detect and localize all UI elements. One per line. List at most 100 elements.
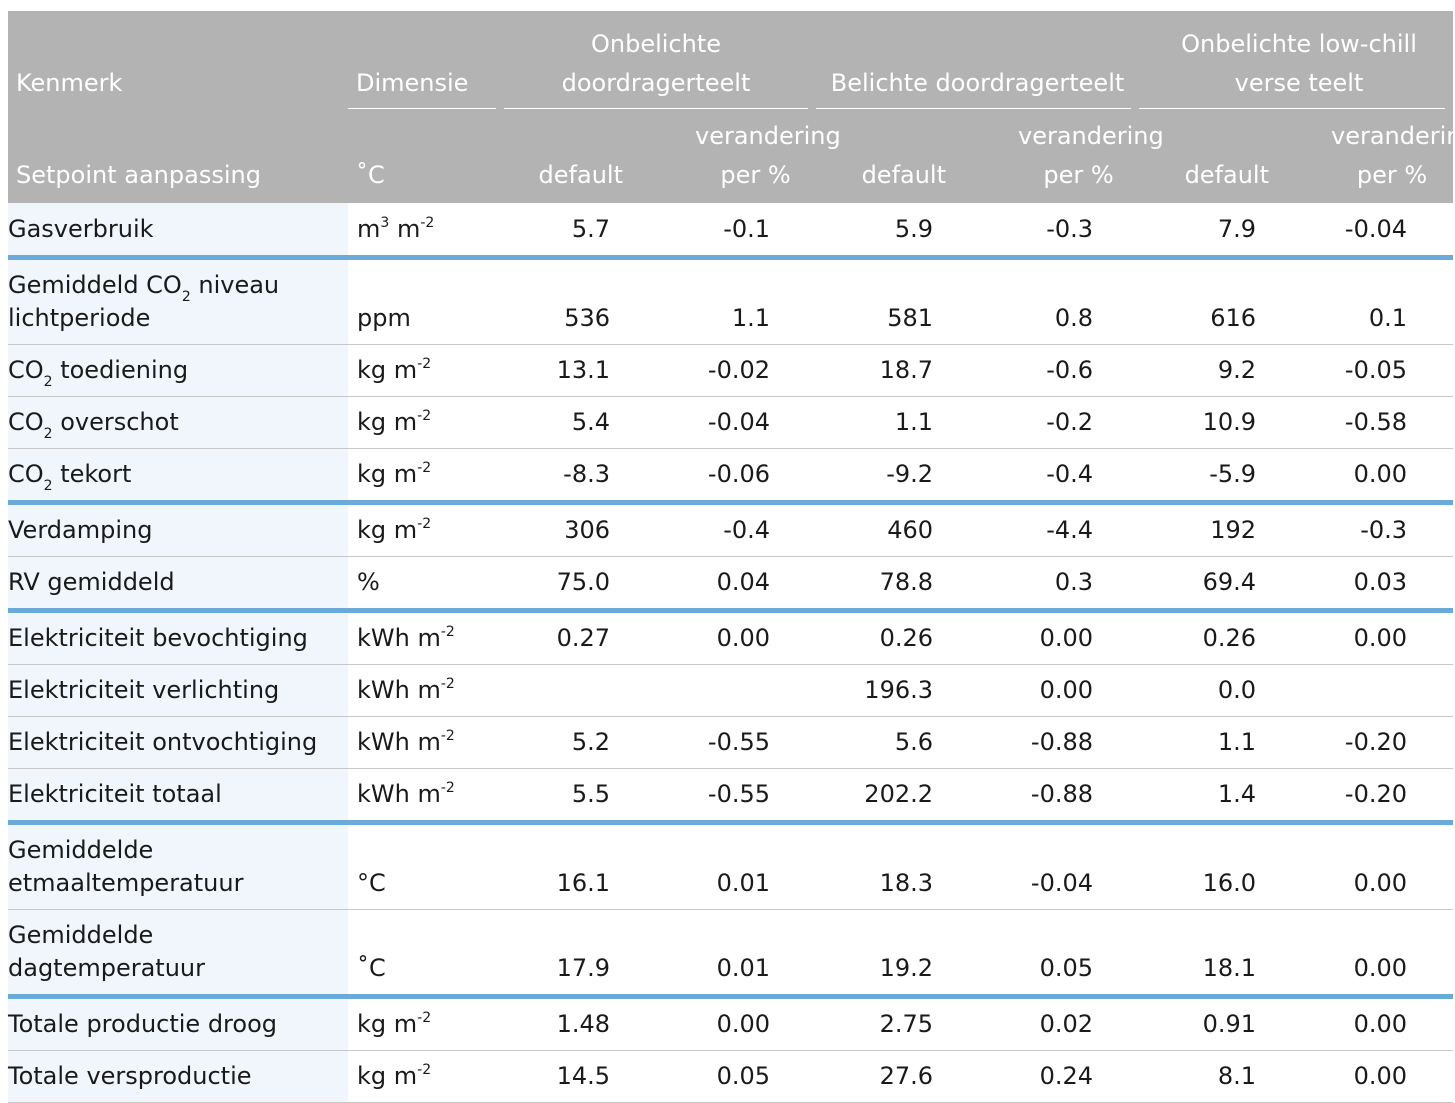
row-label: CO2 overschot bbox=[8, 396, 348, 449]
row-label: Gemiddelde dagtemperatuur bbox=[8, 909, 348, 999]
cell-change-3: 0.00 bbox=[1301, 610, 1454, 665]
cell-default-3: 7.9 bbox=[1139, 203, 1302, 260]
cell-change-2: -0.2 bbox=[978, 396, 1140, 449]
row-label: Verdamping bbox=[8, 502, 348, 557]
header-group-low-chill-verse-teelt: Onbelichte low-chill verse teelt bbox=[1139, 11, 1454, 109]
cell-default-3: 1.4 bbox=[1139, 768, 1302, 825]
cell-default-1: 5.7 bbox=[504, 203, 655, 260]
cell-change-3: 0.00 bbox=[1301, 996, 1454, 1051]
table-row: Elektriciteit totaal kWh m-2 5.5 -0.55 202.2… bbox=[8, 768, 1454, 825]
row-label: Elektriciteit bevochtiging bbox=[8, 610, 348, 665]
cell-change-3 bbox=[1301, 664, 1454, 717]
cell-change-1: -0.02 bbox=[655, 344, 817, 397]
header-change-2: verandering per % bbox=[978, 109, 1164, 203]
cell-change-1: 0.00 bbox=[655, 996, 817, 1051]
table-row: Totale productie droog kg m-2 1.48 0.00 2.75… bbox=[8, 996, 1454, 1051]
row-unit: % bbox=[348, 556, 504, 613]
table-row: Gasverbruik m3 m-2 5.7 -0.1 5.9 -0.3 7.9 -0.04 bbox=[8, 203, 1454, 260]
row-label: CO2 tekort bbox=[8, 448, 348, 505]
table-row: Gemiddelde etmaaltemperatuur °C 16.1 0.01 18… bbox=[8, 822, 1454, 910]
cell-change-1: 1.1 bbox=[655, 257, 817, 345]
row-unit: kg m-2 bbox=[348, 996, 504, 1051]
row-label: Elektriciteit totaal bbox=[8, 768, 348, 825]
row-label: Gasverbruik bbox=[8, 203, 348, 260]
cell-change-1: 0.00 bbox=[655, 610, 817, 665]
table-row: Verdamping kg m-2 306 -0.4 460 -4.4 192 -0.3 bbox=[8, 502, 1454, 557]
header-setpoint: Setpoint aanpassing bbox=[8, 109, 348, 203]
cell-change-3: -0.04 bbox=[1301, 203, 1454, 260]
row-label: CO2 toediening bbox=[8, 344, 348, 397]
cell-change-1: -0.4 bbox=[655, 502, 817, 557]
table-body: Gasverbruik m3 m-2 5.7 -0.1 5.9 -0.3 7.9 -0.04 G… bbox=[8, 203, 1454, 1103]
cell-default-1: 0.27 bbox=[504, 610, 655, 665]
row-unit: kg m-2 bbox=[348, 448, 504, 505]
row-unit: kg m-2 bbox=[348, 1050, 504, 1103]
cell-default-2: 460 bbox=[816, 502, 979, 557]
table-row: Elektriciteit bevochtiging kWh m-2 0.27 0.0… bbox=[8, 610, 1454, 665]
table-row: Gemiddelde dagtemperatuur ˚C 17.9 0.01 19.2 0… bbox=[8, 909, 1454, 999]
cell-default-1: -8.3 bbox=[504, 448, 655, 505]
row-unit: kWh m-2 bbox=[348, 664, 504, 717]
header-default-1: default bbox=[504, 109, 655, 203]
cell-change-2: 0.05 bbox=[978, 909, 1140, 999]
cell-default-2: 202.2 bbox=[816, 768, 979, 825]
cell-default-3: 16.0 bbox=[1139, 822, 1302, 910]
header-group-belichte-doordragerteelt: Belichte doordragerteelt bbox=[816, 11, 1140, 109]
header-default-3: default bbox=[1139, 109, 1302, 203]
cell-change-3: -0.58 bbox=[1301, 396, 1454, 449]
cell-change-3: 0.03 bbox=[1301, 556, 1454, 613]
cell-change-1: -0.06 bbox=[655, 448, 817, 505]
row-unit: °C bbox=[348, 822, 504, 910]
cell-change-2: -0.3 bbox=[978, 203, 1140, 260]
cell-change-2: 0.00 bbox=[978, 664, 1140, 717]
cell-default-3: 9.2 bbox=[1139, 344, 1302, 397]
row-label: Gemiddelde etmaaltemperatuur bbox=[8, 822, 348, 910]
row-label: Totale versproductie bbox=[8, 1050, 348, 1103]
cell-change-1: -0.55 bbox=[655, 716, 817, 769]
row-unit: kg m-2 bbox=[348, 344, 504, 397]
cell-default-2: 5.6 bbox=[816, 716, 979, 769]
cell-default-3: 192 bbox=[1139, 502, 1302, 557]
header-row-groups: Kenmerk Dimensie Onbelichte doordragerte… bbox=[8, 11, 1454, 109]
row-unit: ppm bbox=[348, 257, 504, 345]
cell-default-1: 1.48 bbox=[504, 996, 655, 1051]
cell-default-2: 27.6 bbox=[816, 1050, 979, 1103]
results-table: Kenmerk Dimensie Onbelichte doordragerte… bbox=[8, 11, 1455, 1103]
cell-default-3: 616 bbox=[1139, 257, 1302, 345]
cell-default-1: 17.9 bbox=[504, 909, 655, 999]
cell-change-2: -4.4 bbox=[978, 502, 1140, 557]
header-default-2: default bbox=[816, 109, 979, 203]
cell-default-1: 75.0 bbox=[504, 556, 655, 613]
cell-default-1: 5.4 bbox=[504, 396, 655, 449]
cell-default-2: 1.1 bbox=[816, 396, 979, 449]
table-row: RV gemiddeld% 75.0 0.04 78.8 0.3 69.4 0.03 bbox=[8, 556, 1454, 613]
cell-default-1: 14.5 bbox=[504, 1050, 655, 1103]
cell-default-2: 581 bbox=[816, 257, 979, 345]
cell-default-2: 18.7 bbox=[816, 344, 979, 397]
table-row: Gemiddeld CO2 niveau lichtperiode ppm 536 1… bbox=[8, 257, 1454, 345]
row-unit: m3 m-2 bbox=[348, 203, 504, 260]
cell-default-1: 5.5 bbox=[504, 768, 655, 825]
cell-change-3: -0.20 bbox=[1301, 768, 1454, 825]
table-row: Totale versproductie kg m-2 14.5 0.05 27.6 0.… bbox=[8, 1050, 1454, 1103]
table-row: Elektriciteit verlichting kWh m-2 196.3 0.0… bbox=[8, 664, 1454, 717]
cell-default-3: 0.26 bbox=[1139, 610, 1302, 665]
cell-default-1: 5.2 bbox=[504, 716, 655, 769]
cell-change-1: 0.04 bbox=[655, 556, 817, 613]
cell-change-1: 0.01 bbox=[655, 909, 817, 999]
cell-default-1: 16.1 bbox=[504, 822, 655, 910]
header-change-1: verandering per % bbox=[655, 109, 841, 203]
table-row: CO2 toediening kg m-2 13.1 -0.02 18.7 -0.6 9.2… bbox=[8, 344, 1454, 397]
cell-change-2: -0.88 bbox=[978, 768, 1140, 825]
cell-default-1: 536 bbox=[504, 257, 655, 345]
cell-change-3: -0.05 bbox=[1301, 344, 1454, 397]
cell-default-3: 1.1 bbox=[1139, 716, 1302, 769]
cell-default-2: 78.8 bbox=[816, 556, 979, 613]
cell-default-3: 8.1 bbox=[1139, 1050, 1302, 1103]
header-group-onbelichte-doordragerteelt: Onbelichte doordragerteelt bbox=[504, 11, 817, 109]
header-dimensie: Dimensie bbox=[348, 11, 504, 109]
cell-default-2: 19.2 bbox=[816, 909, 979, 999]
cell-change-3: 0.00 bbox=[1301, 822, 1454, 910]
cell-change-1: -0.1 bbox=[655, 203, 817, 260]
cell-change-3: 0.00 bbox=[1301, 1050, 1454, 1103]
